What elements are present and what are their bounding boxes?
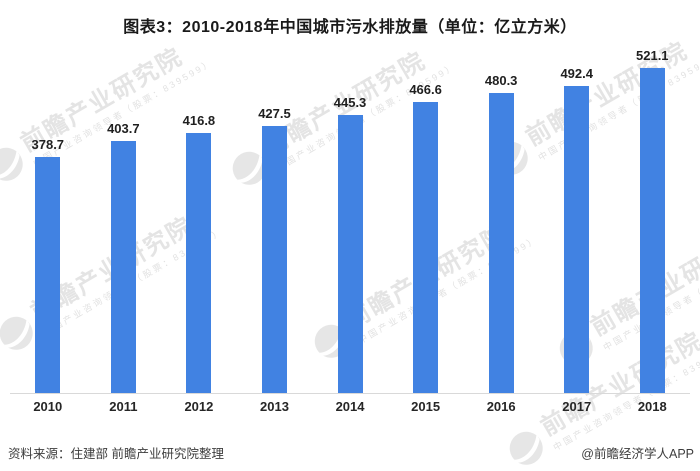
bar <box>186 133 212 393</box>
bar-slot-2016: 480.3 <box>463 40 539 393</box>
bar-slot-2010: 378.7 <box>10 40 86 393</box>
bar-value-label: 521.1 <box>636 48 669 63</box>
bar <box>261 126 287 393</box>
bar-plot-area: 378.7 403.7 416.8 427.5 445.3 466.6 480.3 492.4… <box>10 40 690 393</box>
source-note: 资料来源：住建部 前瞻产业研究院整理 <box>8 447 224 461</box>
bar-slot-2014: 445.3 <box>312 40 388 393</box>
bar-value-label: 445.3 <box>333 95 367 111</box>
x-axis-label: 2011 <box>109 399 138 414</box>
bar-value-label: 427.5 <box>258 106 291 122</box>
x-axis-label: 2010 <box>33 399 63 414</box>
bar <box>564 85 590 393</box>
bar <box>337 115 363 393</box>
x-axis-label: 2015 <box>411 399 441 414</box>
bar-slot-2013: 427.5 <box>237 40 313 393</box>
bar-slot-2017: 492.4 <box>539 40 615 393</box>
bar <box>488 93 514 393</box>
qianzhan-globe-icon <box>509 431 543 465</box>
x-axis-label: 2016 <box>486 399 516 414</box>
bar-value-label: 492.4 <box>560 65 593 81</box>
bar-value-label: 466.6 <box>409 82 442 97</box>
x-axis-line <box>10 393 690 394</box>
x-axis-label: 2013 <box>260 399 289 414</box>
bar-value-label: 403.7 <box>107 121 140 137</box>
bar-slot-2015: 466.6 <box>388 40 464 393</box>
x-axis-label: 2012 <box>184 399 214 414</box>
bar <box>639 68 665 393</box>
x-axis-labels: 2010 2011 2012 2013 2014 2015 2016 2017 2018 <box>10 399 690 414</box>
bar <box>35 156 61 393</box>
chart-title: 图表3：2010-2018年中国城市污水排放量（单位：亿立方米） <box>123 19 577 36</box>
bar-slot-2011: 403.7 <box>86 40 162 393</box>
bar <box>413 102 439 393</box>
x-axis-label: 2018 <box>637 399 667 414</box>
bar-slot-2012: 416.8 <box>161 40 237 393</box>
bar-value-label: 480.3 <box>484 73 518 89</box>
x-axis-label: 2014 <box>335 399 365 414</box>
bar-value-label: 416.8 <box>182 113 216 128</box>
bar-slot-2018: 521.1 <box>615 40 691 393</box>
bar-value-label: 378.7 <box>31 136 65 152</box>
credit-note: @前瞻经济学人APP <box>581 447 694 461</box>
bar <box>110 141 136 393</box>
x-axis-label: 2017 <box>562 399 592 414</box>
